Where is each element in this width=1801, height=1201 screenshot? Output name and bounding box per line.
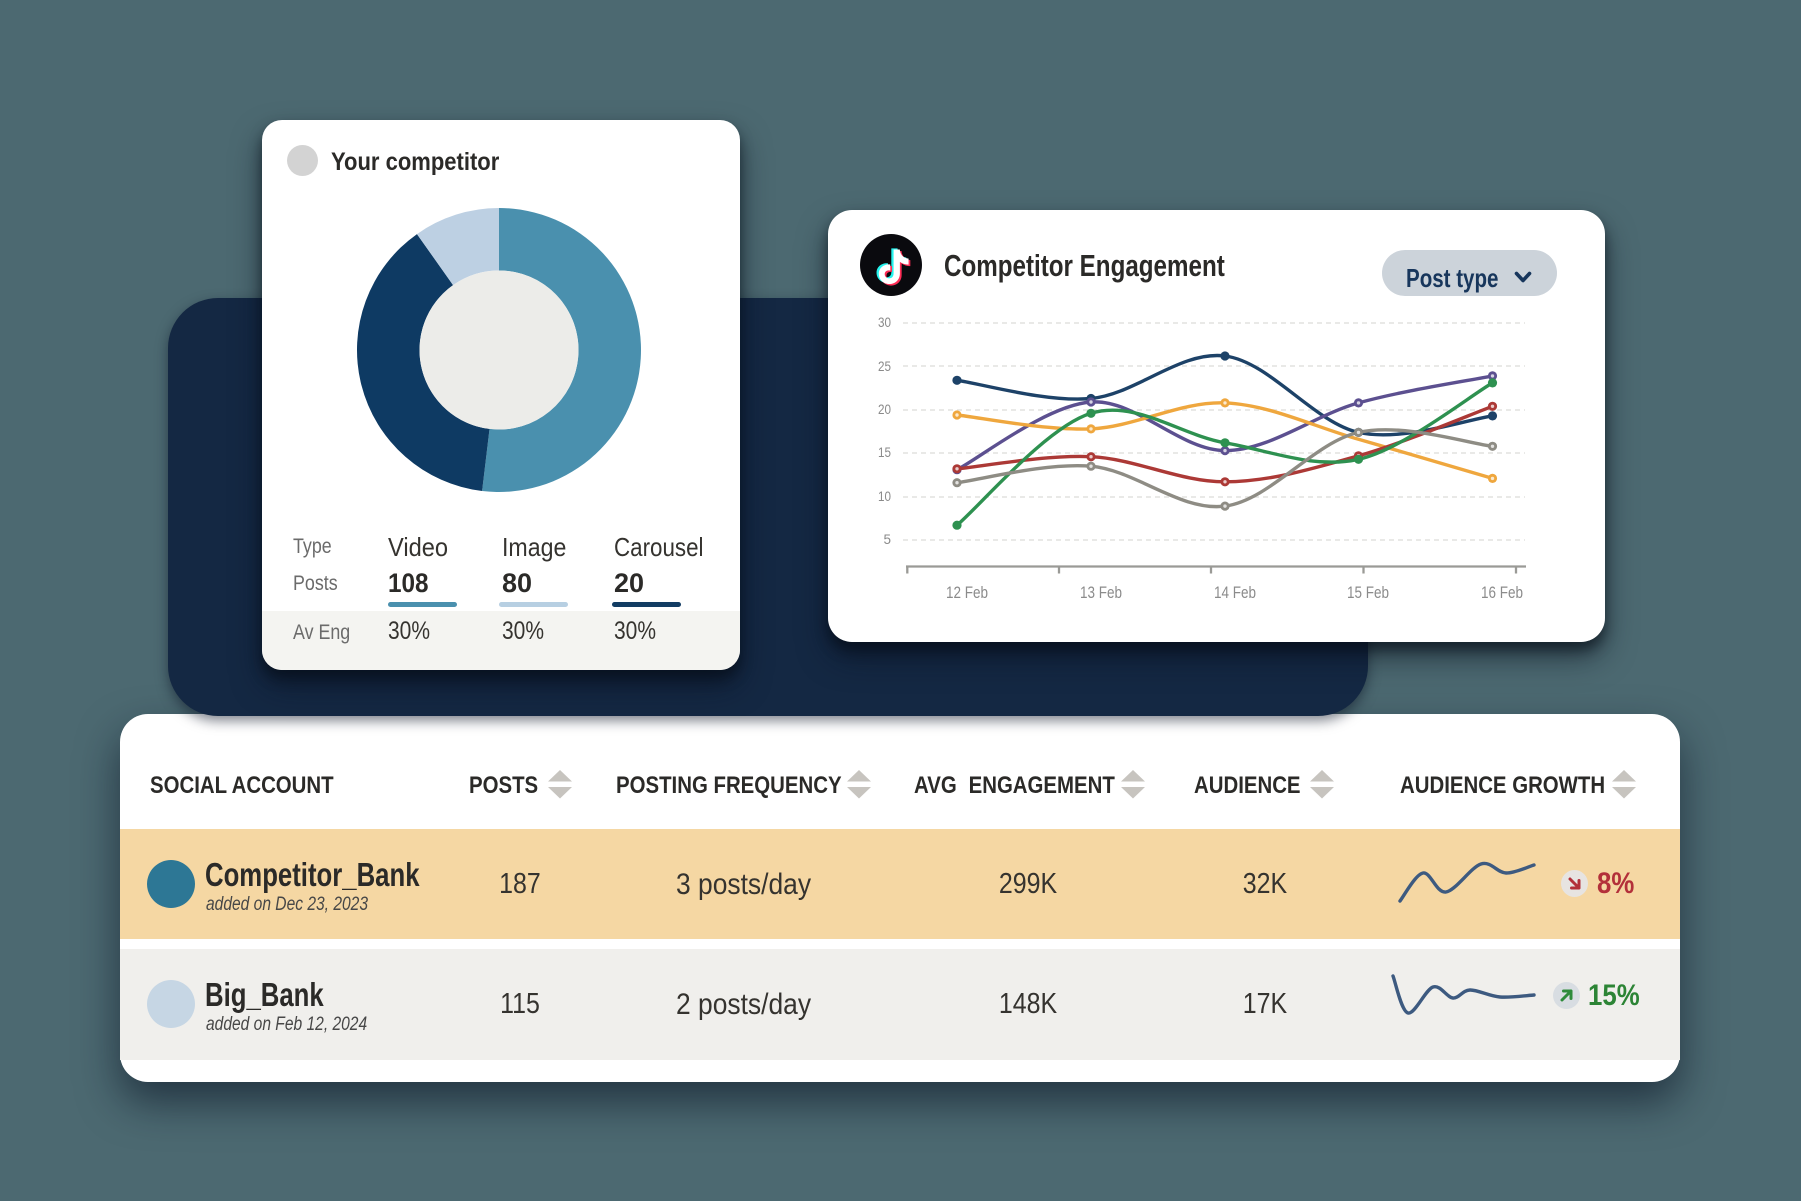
svg-text:30: 30 [878, 315, 891, 330]
svg-text:10: 10 [878, 489, 891, 504]
svg-text:15: 15 [878, 445, 891, 460]
svg-text:14 Feb: 14 Feb [1214, 583, 1256, 602]
svg-text:20: 20 [878, 402, 891, 417]
svg-text:5: 5 [883, 532, 891, 547]
svg-text:12 Feb: 12 Feb [946, 583, 988, 602]
svg-text:15 Feb: 15 Feb [1347, 583, 1389, 602]
svg-text:25: 25 [878, 359, 891, 374]
svg-text:16 Feb: 16 Feb [1481, 583, 1523, 602]
svg-text:13 Feb: 13 Feb [1080, 583, 1122, 602]
